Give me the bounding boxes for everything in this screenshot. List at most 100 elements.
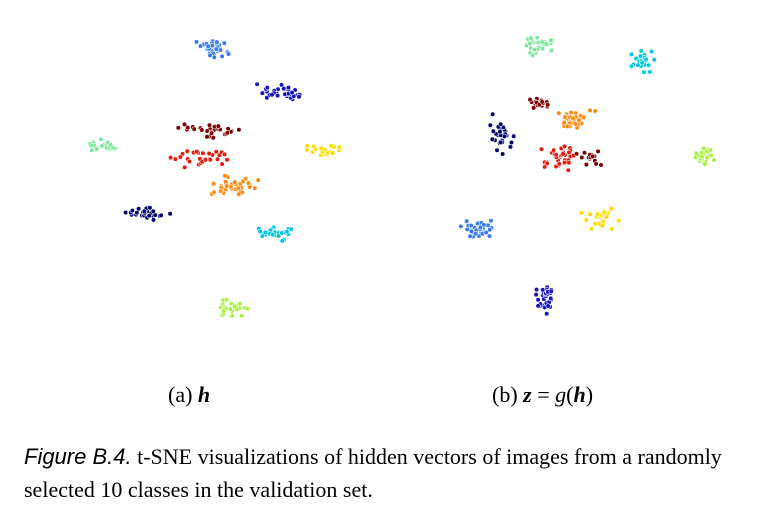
point	[94, 146, 100, 152]
point	[562, 114, 568, 120]
point	[564, 123, 570, 129]
point	[150, 217, 157, 223]
point	[604, 214, 610, 220]
point	[289, 89, 295, 96]
point	[527, 40, 533, 47]
point	[539, 99, 545, 105]
point	[561, 119, 567, 126]
point	[639, 60, 645, 66]
point	[222, 173, 228, 179]
cluster-c2	[87, 136, 118, 153]
point	[227, 306, 233, 312]
tsne-plot-z	[420, 8, 720, 348]
point	[211, 189, 217, 195]
point	[593, 161, 599, 167]
point	[643, 56, 649, 62]
point	[468, 228, 474, 234]
point	[589, 226, 595, 232]
subcaption-b: (b) z = g(h)	[492, 382, 593, 408]
point	[587, 211, 593, 217]
subcaption-b-eq: =	[537, 382, 550, 407]
point	[98, 136, 104, 142]
point	[553, 152, 559, 158]
subcaption-b-close: )	[585, 382, 594, 407]
point	[200, 150, 206, 156]
point	[477, 224, 484, 230]
point	[232, 179, 238, 185]
point	[592, 221, 598, 227]
point	[486, 233, 493, 239]
cluster-c3	[256, 224, 294, 244]
point	[649, 48, 655, 55]
point	[562, 143, 568, 149]
point	[628, 51, 635, 58]
point	[458, 223, 464, 229]
point	[481, 222, 487, 228]
point	[141, 208, 147, 214]
point	[464, 218, 470, 224]
subcaption-b-var-z: z	[523, 382, 532, 407]
point	[702, 161, 708, 167]
point	[214, 156, 221, 162]
point	[556, 161, 562, 167]
point	[213, 46, 219, 52]
subcaption-b-var-h: h	[573, 382, 586, 407]
cluster-c0	[458, 218, 495, 240]
point	[608, 206, 615, 212]
point	[529, 52, 535, 58]
point	[549, 47, 555, 53]
point	[530, 105, 537, 111]
tsne-scatter-z	[458, 35, 717, 317]
point	[601, 210, 607, 216]
point	[328, 143, 334, 149]
subcaption-a-prefix: (a)	[168, 382, 193, 407]
point	[497, 129, 503, 135]
point	[587, 107, 593, 113]
cluster-c6	[167, 148, 230, 170]
point	[542, 164, 548, 170]
point	[501, 133, 508, 139]
point	[222, 179, 229, 185]
point	[708, 152, 714, 159]
cluster-c2	[524, 35, 555, 58]
point	[468, 223, 474, 229]
point	[285, 84, 291, 91]
point	[194, 149, 200, 155]
point	[185, 124, 191, 131]
point	[490, 128, 496, 134]
point	[199, 127, 205, 133]
cluster-c9	[218, 297, 250, 319]
point	[539, 39, 545, 45]
point	[581, 114, 587, 120]
point	[224, 130, 230, 136]
point	[533, 292, 539, 298]
point	[556, 110, 562, 116]
point	[182, 164, 188, 170]
point	[221, 40, 227, 46]
figure-label: Figure B.4.	[24, 444, 132, 469]
tsne-plot-h	[60, 8, 360, 348]
point	[184, 148, 190, 154]
point	[699, 154, 705, 160]
point	[221, 308, 227, 314]
point	[240, 178, 246, 184]
point	[511, 133, 517, 139]
point	[279, 238, 285, 244]
point	[635, 62, 641, 68]
point	[210, 135, 216, 141]
point	[207, 52, 213, 59]
point	[107, 142, 114, 148]
point	[235, 185, 241, 191]
point	[535, 297, 541, 303]
point	[191, 126, 197, 132]
point	[167, 211, 173, 217]
point	[707, 147, 714, 153]
point	[257, 228, 263, 235]
point	[205, 43, 211, 50]
cluster-c7	[574, 148, 604, 168]
figure-caption-text: t-SNE visualizations of hidden vectors o…	[24, 444, 722, 502]
point	[172, 156, 178, 162]
point	[204, 134, 210, 140]
point	[570, 115, 576, 121]
point	[219, 161, 225, 167]
